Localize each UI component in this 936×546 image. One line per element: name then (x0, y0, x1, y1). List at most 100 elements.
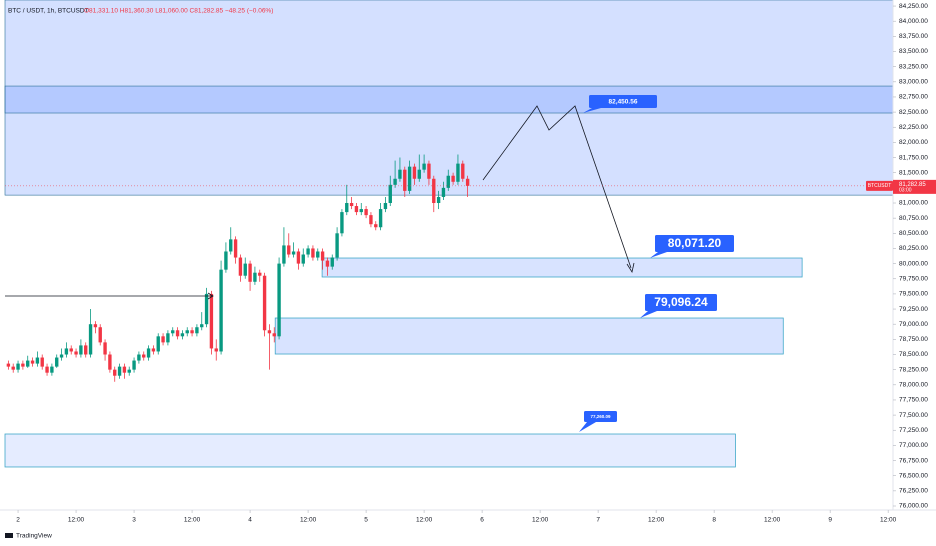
y-tick-label: 84,000.00 (899, 18, 928, 25)
candle-body (26, 360, 30, 367)
x-tick-label: 12:00 (300, 517, 317, 524)
candle-body (59, 354, 64, 358)
candle-body (451, 175, 455, 182)
candle-body (412, 166, 417, 179)
callout-pointer (579, 422, 596, 432)
candle-body (55, 357, 59, 367)
candle-body (180, 333, 185, 337)
candle-body (64, 348, 69, 355)
callout-label: 79,096.24 (654, 295, 708, 309)
candle-body (219, 269, 223, 352)
brand-logo (5, 533, 13, 538)
x-tick-label: 2 (16, 517, 20, 524)
callout-label: 77,260.09 (590, 414, 611, 419)
candle-body (446, 175, 450, 188)
candle-body (88, 324, 93, 355)
plot-area (4, 0, 894, 468)
y-tick-label: 80,250.00 (899, 245, 928, 252)
callout-label: 80,071.20 (668, 236, 722, 250)
region (4, 0, 894, 196)
candle-body (340, 212, 344, 234)
y-tick-label: 79,750.00 (899, 275, 928, 282)
candle-body (21, 363, 25, 367)
candle-body (229, 239, 233, 252)
candle-body (291, 251, 296, 255)
candle-body (204, 293, 209, 325)
candle-body (171, 330, 175, 334)
candle-body (214, 348, 218, 352)
header: BTC / USDT, 1h, BTCUSDT O81,331.10 H81,3… (8, 8, 273, 15)
candle-body (103, 342, 107, 355)
candle-body (45, 366, 49, 373)
y-tick-label: 83,000.00 (899, 79, 928, 86)
candle-body (224, 251, 228, 270)
candle-body (185, 330, 189, 334)
candle-body (345, 203, 349, 213)
candle-body (146, 348, 151, 358)
y-tick-label: 82,000.00 (899, 139, 928, 146)
callout-pointer (583, 108, 601, 113)
candle-body (311, 248, 315, 258)
candle-body (359, 209, 363, 213)
candle-body (422, 163, 426, 170)
candle-body (335, 233, 339, 258)
brand: TradingView (5, 533, 52, 540)
candle-body (117, 366, 122, 376)
x-tick-label: 6 (480, 517, 484, 524)
callout (584, 411, 617, 422)
candle-body (306, 248, 310, 255)
candle-body (142, 354, 146, 358)
zone (4, 433, 736, 468)
y-tick-label: 82,500.00 (899, 109, 928, 116)
candle-body (50, 366, 54, 373)
candle-body (287, 245, 291, 255)
y-tick-label: 81,000.00 (899, 200, 928, 207)
candle-body (349, 203, 354, 207)
candle-body (200, 324, 204, 328)
y-tick-label: 80,750.00 (899, 215, 928, 222)
candle-body (238, 257, 243, 276)
y-tick-label: 77,000.00 (899, 442, 928, 449)
y-tick-label: 81,750.00 (899, 154, 928, 161)
candle-body (84, 345, 88, 355)
candle-body (190, 330, 194, 334)
candle-body (378, 209, 383, 228)
candle-body (393, 178, 397, 185)
candle-body (417, 169, 421, 179)
price-tag-time: 03:00 (899, 188, 912, 194)
callout (589, 95, 657, 108)
zone (321, 257, 803, 278)
y-tick-label: 80,000.00 (899, 260, 928, 267)
candle-body (364, 209, 368, 216)
candle-body (127, 369, 131, 373)
candle-body (74, 351, 78, 355)
candle-body (69, 348, 73, 352)
price-tag-label: 81,282.85 (899, 182, 926, 188)
candle-body (132, 360, 136, 370)
candle-body (456, 163, 460, 182)
arrow-head (626, 262, 635, 274)
y-tick-label: 76,750.00 (899, 457, 928, 464)
candle-body (330, 257, 334, 267)
price-tag (893, 179, 936, 194)
candle-body (403, 169, 407, 191)
callout (655, 235, 734, 252)
x-tick-label: 8 (712, 517, 716, 524)
candle-body (354, 206, 359, 213)
projection (5, 105, 635, 300)
candle-body (151, 348, 156, 352)
y-tick-label: 77,250.00 (899, 427, 928, 434)
candle-body (209, 293, 214, 349)
candle-body (243, 263, 247, 276)
projection-line (482, 105, 632, 269)
brand-name: TradingView (16, 533, 52, 540)
candle-body (272, 333, 276, 337)
candle-body (79, 345, 83, 355)
y-tick-label: 78,500.00 (899, 351, 928, 358)
candle-body (98, 327, 102, 343)
candle-body (248, 263, 252, 282)
callout (645, 294, 717, 311)
candle-body (267, 330, 272, 334)
candle-body (461, 163, 465, 179)
